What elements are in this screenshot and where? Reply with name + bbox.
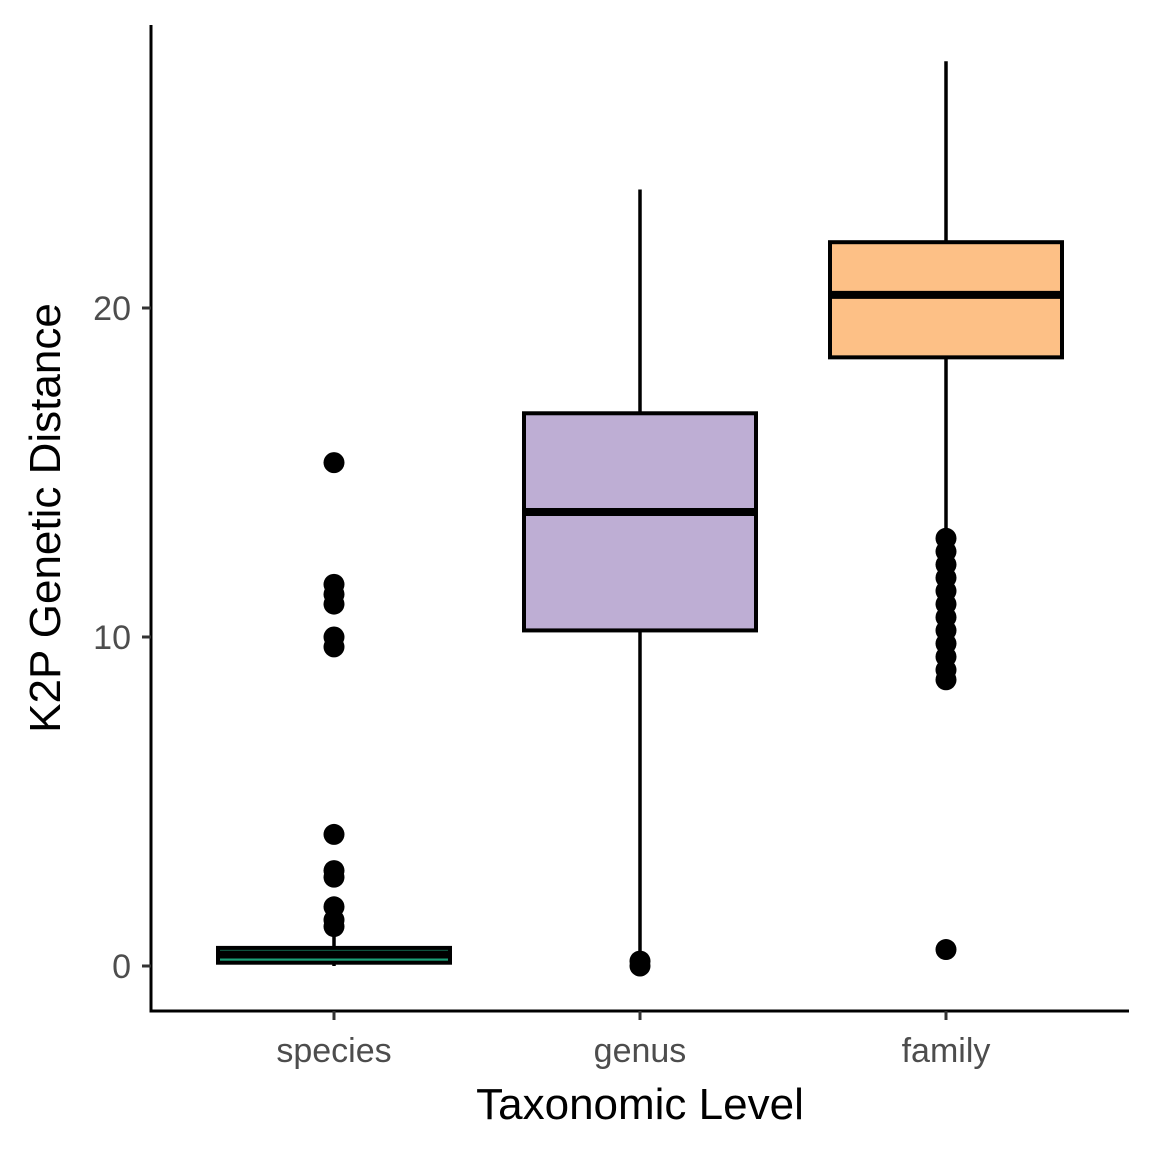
x-tick-label: species <box>276 1032 391 1070</box>
outlier-point <box>323 916 345 938</box>
outlier-point <box>935 669 957 691</box>
box-iqr <box>522 411 758 633</box>
y-tick-label: 0 <box>112 948 131 986</box>
outlier-point <box>323 636 345 658</box>
x-tick-label: genus <box>594 1032 687 1070</box>
y-axis-title: K2P Genetic Distance <box>21 303 70 733</box>
outlier-point <box>323 593 345 615</box>
y-tick-label: 20 <box>93 290 131 328</box>
box-group-genus <box>522 189 758 977</box>
outlier-point <box>935 939 957 961</box>
outlier-point <box>323 452 345 474</box>
outlier-point <box>629 955 651 977</box>
x-tick-label: family <box>902 1032 991 1070</box>
outlier-point <box>323 823 345 845</box>
outlier-point <box>323 866 345 888</box>
axis-ticks: 0 10 20 species genus family <box>93 290 990 1070</box>
y-tick-label: 10 <box>93 619 131 657</box>
x-axis-title: Taxonomic Level <box>476 1080 804 1129</box>
box-group-species <box>216 452 452 966</box>
box-group-family <box>828 61 1064 961</box>
plot-marks <box>216 61 1064 977</box>
box-iqr <box>828 240 1064 360</box>
